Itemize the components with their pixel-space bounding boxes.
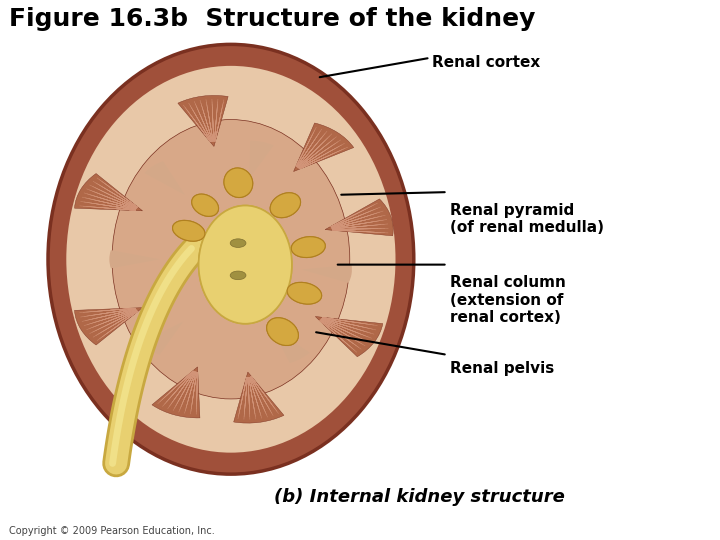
- Ellipse shape: [292, 237, 325, 258]
- Wedge shape: [302, 265, 352, 283]
- Wedge shape: [234, 372, 284, 423]
- Ellipse shape: [48, 44, 414, 474]
- Text: Renal pelvis: Renal pelvis: [450, 361, 554, 376]
- Wedge shape: [145, 161, 185, 195]
- Wedge shape: [325, 199, 393, 236]
- Text: Renal cortex: Renal cortex: [432, 55, 540, 70]
- Wedge shape: [142, 321, 183, 355]
- Wedge shape: [315, 316, 383, 357]
- Text: Figure 16.3b  Structure of the kidney: Figure 16.3b Structure of the kidney: [9, 7, 535, 31]
- Ellipse shape: [266, 318, 298, 346]
- Wedge shape: [109, 250, 160, 268]
- Ellipse shape: [287, 282, 322, 304]
- Text: Renal column
(extension of
renal cortex): Renal column (extension of renal cortex): [450, 275, 565, 325]
- Ellipse shape: [192, 194, 219, 217]
- Ellipse shape: [270, 193, 300, 218]
- Wedge shape: [272, 328, 310, 363]
- Ellipse shape: [270, 193, 300, 218]
- Ellipse shape: [199, 206, 292, 323]
- Ellipse shape: [173, 220, 205, 241]
- Ellipse shape: [224, 168, 253, 198]
- Ellipse shape: [230, 271, 246, 280]
- Text: (b) Internal kidney structure: (b) Internal kidney structure: [274, 488, 564, 507]
- Ellipse shape: [230, 239, 246, 247]
- Wedge shape: [249, 141, 274, 178]
- Ellipse shape: [287, 282, 322, 304]
- Wedge shape: [74, 308, 143, 345]
- Ellipse shape: [112, 119, 350, 399]
- Wedge shape: [178, 96, 228, 146]
- Text: Copyright © 2009 Pearson Education, Inc.: Copyright © 2009 Pearson Education, Inc.: [9, 526, 215, 536]
- Wedge shape: [74, 173, 143, 211]
- Text: Renal pyramid
(of renal medulla): Renal pyramid (of renal medulla): [450, 203, 603, 235]
- Wedge shape: [152, 367, 200, 418]
- Ellipse shape: [192, 194, 219, 217]
- Ellipse shape: [266, 318, 298, 346]
- Ellipse shape: [224, 168, 253, 198]
- Wedge shape: [294, 123, 354, 172]
- Ellipse shape: [199, 206, 292, 323]
- Ellipse shape: [66, 66, 395, 453]
- Ellipse shape: [292, 237, 325, 258]
- Ellipse shape: [173, 220, 205, 241]
